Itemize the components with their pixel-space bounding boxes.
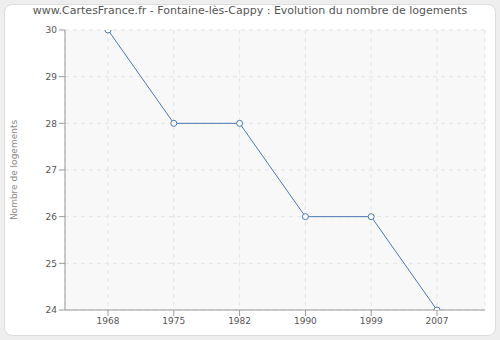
svg-text:27: 27: [46, 165, 57, 175]
svg-text:25: 25: [46, 259, 57, 269]
svg-text:28: 28: [46, 119, 58, 129]
svg-text:1982: 1982: [228, 316, 251, 326]
svg-text:26: 26: [46, 212, 58, 222]
svg-text:1999: 1999: [360, 316, 383, 326]
svg-text:29: 29: [46, 72, 58, 82]
svg-text:1990: 1990: [294, 316, 317, 326]
svg-text:24: 24: [46, 305, 58, 315]
svg-text:2007: 2007: [426, 316, 449, 326]
svg-text:30: 30: [46, 25, 58, 35]
svg-text:1968: 1968: [97, 316, 120, 326]
html-text:www.CartesFrance.fr - Fontaine: www.CartesFrance.fr - Fontaine-lès-Cappy…: [32, 4, 468, 17]
svg-text:Nombre de logements: Nombre de logements: [9, 120, 19, 221]
svg-text:1975: 1975: [162, 316, 185, 326]
